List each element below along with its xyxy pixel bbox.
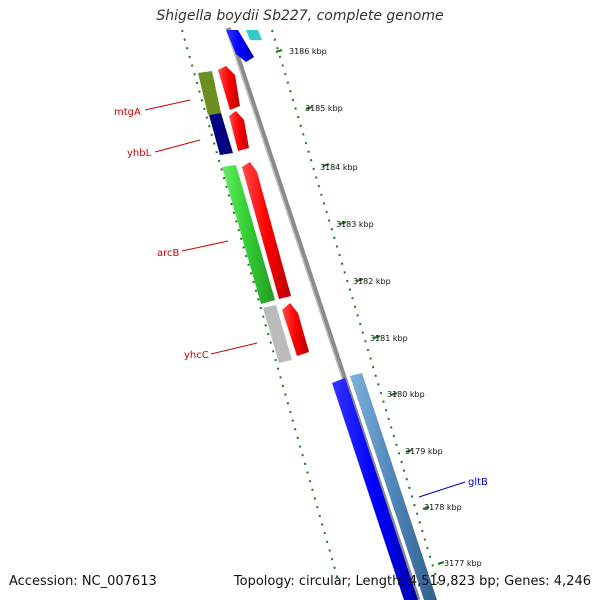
gene-block-arcb — [222, 165, 275, 304]
gene-arrow-top-cyan — [246, 30, 262, 40]
scale-label: 3180 kbp — [387, 390, 425, 399]
scale-label: 3178 kbp — [424, 503, 462, 512]
scale-label: 3179 kbp — [405, 447, 443, 456]
gene-label-mtga: mtgA — [114, 107, 141, 118]
gene-arrow-top-blue — [226, 30, 254, 62]
gene-arrow-red-1 — [218, 66, 240, 110]
scale-label: 3177 kbp — [444, 559, 482, 568]
gene-arrow-blue-long — [332, 378, 418, 600]
leader-gltb — [418, 481, 466, 498]
genome-summary-text: Topology: circular; Length: 4,519,823 bp… — [233, 574, 591, 589]
leader-arcb — [181, 240, 229, 252]
gene-arrow-red-2 — [229, 111, 249, 151]
scale-label: 3185 kbp — [305, 104, 343, 113]
gene-block-yhcc — [263, 305, 292, 363]
leader-yhcc — [210, 342, 258, 355]
gene-label-gltb: gltB — [468, 477, 488, 488]
gene-block-mtga — [198, 71, 221, 115]
scale-ticks — [275, 49, 445, 565]
scale-label: 3182 kbp — [353, 277, 391, 286]
gene-label-yhcc: yhcC — [184, 350, 209, 361]
gene-block-yhbl — [209, 113, 233, 155]
right-dotted-track — [271, 29, 441, 591]
gene-arrow-red-3 — [242, 162, 291, 299]
gene-arrow-red-4 — [282, 303, 309, 356]
gene-arrow-steel-long — [350, 373, 437, 600]
leader-yhbl — [154, 139, 201, 153]
accession-text: Accession: NC_007613 — [9, 574, 157, 589]
gene-label-yhbl: yhbL — [127, 148, 152, 159]
scale-label: 3183 kbp — [336, 220, 374, 229]
scale-label: 3184 kbp — [320, 163, 358, 172]
leader-mtga — [144, 99, 191, 111]
scale-label: 3181 kbp — [370, 334, 408, 343]
scale-label: 3186 kbp — [289, 47, 327, 56]
gene-label-arcb: arcB — [157, 248, 180, 259]
map-title: Shigella boydii Sb227, complete genome — [156, 8, 444, 24]
